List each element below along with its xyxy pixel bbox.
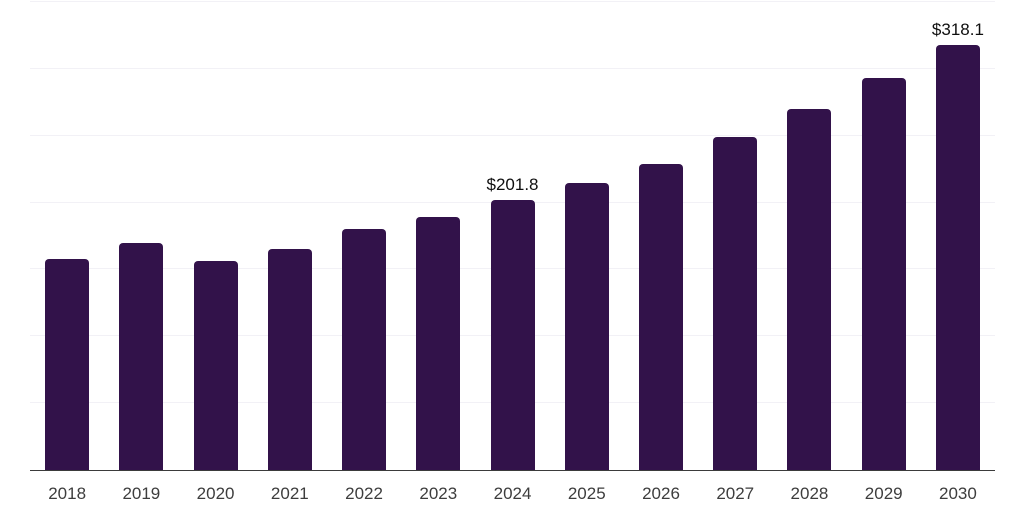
x-tick-label-2025: 2025 [567,484,606,503]
bar-slot-2027 [698,2,772,470]
bar-2028 [787,108,832,470]
data-label-2030: $318.1 [931,19,984,39]
plot-area: $201.8 $318.1 [30,1,995,471]
bar-2025 [564,182,609,470]
x-tick-label-2021: 2021 [270,484,309,503]
bar-slot-2030: $318.1 [921,2,995,470]
x-tick-label-2028: 2028 [790,484,829,503]
bar-2029 [861,78,906,470]
bar-2030 [935,44,980,470]
bar-2027 [713,137,758,470]
bar-slot-2028 [772,2,846,470]
bar-slot-2025 [550,2,624,470]
bar-2022 [342,229,387,470]
x-tick-label-2029: 2029 [864,484,903,503]
x-tick-label-2019: 2019 [122,484,161,503]
gridline [30,1,995,2]
gridline [30,67,995,69]
x-tick-label-2022: 2022 [345,484,383,503]
x-tick-label-2030: 2030 [939,484,977,503]
bar-slot-2020 [178,2,252,470]
bar-slot-2018 [30,2,104,470]
bar-2021 [267,249,312,470]
bars-container: $201.8 $318.1 [30,2,995,470]
bar-2020 [193,261,238,470]
data-label-2024: $201.8 [486,175,539,195]
bar-2019 [119,242,164,470]
bar-slot-2022 [327,2,401,470]
x-tick-label-2024: 2024 [493,484,532,503]
x-tick-label-2027: 2027 [716,484,755,503]
bar-slot-2021 [253,2,327,470]
bar-2024 [490,200,535,470]
bar-2026 [638,163,683,470]
x-axis: 2018 2019 2020 2021 2022 2023 2024 2025 2026 2027… [30,470,995,512]
bar-slot-2024: $201.8 [475,2,549,470]
x-tick-label-2026: 2026 [642,484,680,503]
x-tick-label-2020: 2020 [196,484,235,503]
bar-slot-2023 [401,2,475,470]
x-tick-label-2023: 2023 [419,484,458,503]
bar-2023 [416,217,461,470]
bar-slot-2019 [104,2,178,470]
gridline [30,134,995,136]
bar-slot-2026 [624,2,698,470]
bar-2018 [45,258,90,470]
x-tick-label-2018: 2018 [48,484,87,503]
bar-slot-2029 [847,2,921,470]
